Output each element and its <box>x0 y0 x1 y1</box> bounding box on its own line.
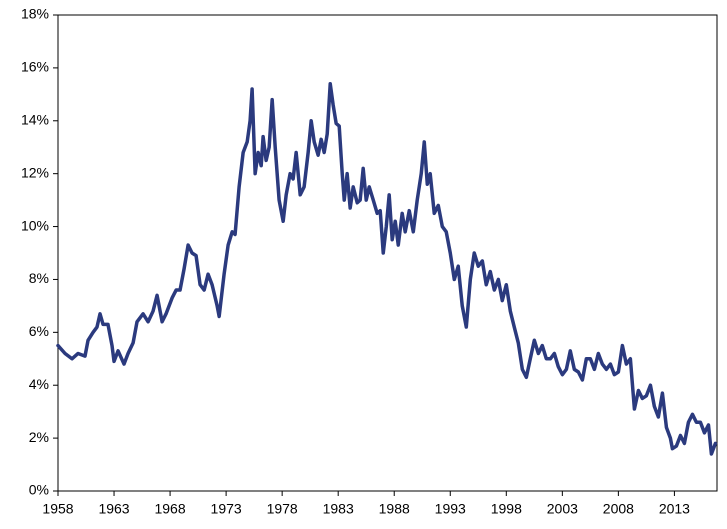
x-tick-label: 1998 <box>491 501 522 517</box>
x-tick-label: 1968 <box>154 501 185 517</box>
y-tick-label: 18% <box>21 6 49 22</box>
y-tick-label: 4% <box>29 376 49 392</box>
y-tick-label: 16% <box>21 59 49 75</box>
y-tick-label: 6% <box>29 323 49 339</box>
y-tick-label: 2% <box>29 429 49 445</box>
y-tick-label: 0% <box>29 482 49 498</box>
x-tick-label: 1958 <box>42 501 73 517</box>
x-tick-label: 1963 <box>98 501 129 517</box>
x-tick-label: 1973 <box>211 501 242 517</box>
x-tick-label: 1988 <box>379 501 410 517</box>
plot-frame <box>57 14 718 492</box>
x-tick-label: 1978 <box>267 501 298 517</box>
x-tick-label: 2008 <box>603 501 634 517</box>
x-tick-label: 1983 <box>323 501 354 517</box>
y-tick-label: 14% <box>21 111 49 127</box>
x-tick-label: 2003 <box>547 501 578 517</box>
y-tick-label: 8% <box>29 270 49 286</box>
x-tick-label: 1993 <box>435 501 466 517</box>
x-tick-label: 2013 <box>659 501 690 517</box>
y-tick-label: 12% <box>21 164 49 180</box>
y-tick-label: 10% <box>21 217 49 233</box>
data-line <box>56 82 718 456</box>
